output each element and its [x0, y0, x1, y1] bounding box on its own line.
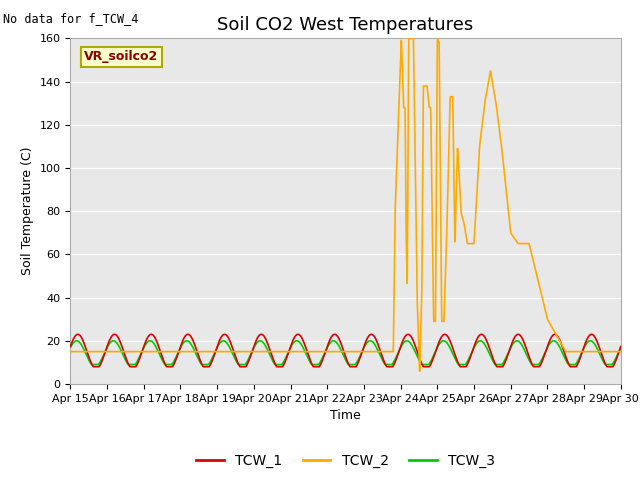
Title: Soil CO2 West Temperatures: Soil CO2 West Temperatures — [218, 16, 474, 34]
Y-axis label: Soil Temperature (C): Soil Temperature (C) — [21, 147, 34, 276]
Text: VR_soilco2: VR_soilco2 — [84, 50, 159, 63]
Legend: TCW_1, TCW_2, TCW_3: TCW_1, TCW_2, TCW_3 — [190, 448, 501, 473]
X-axis label: Time: Time — [330, 409, 361, 422]
Text: No data for f_TCW_4: No data for f_TCW_4 — [3, 12, 139, 25]
